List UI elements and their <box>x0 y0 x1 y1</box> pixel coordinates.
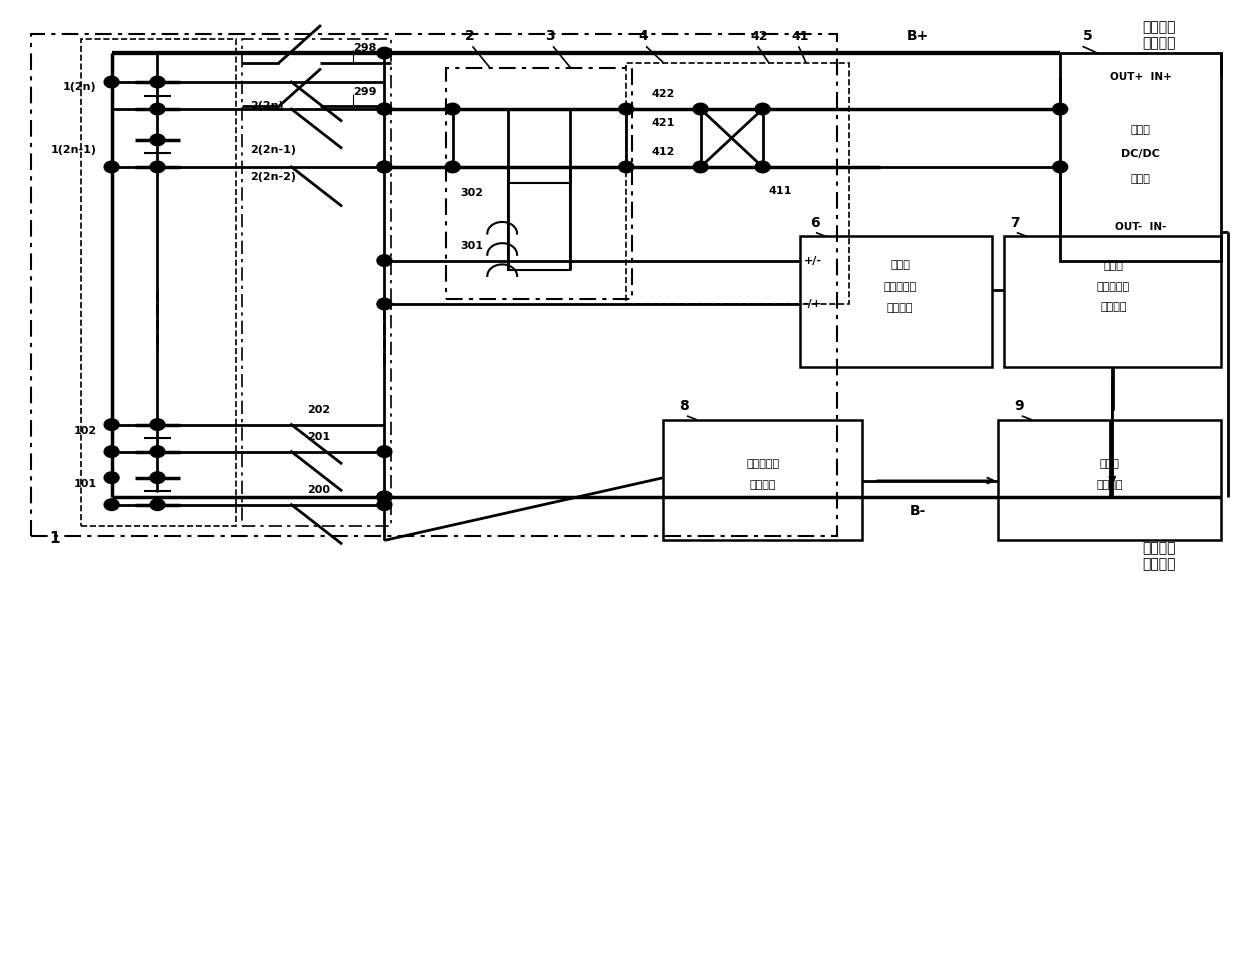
Circle shape <box>150 76 165 88</box>
Text: 8: 8 <box>680 399 689 413</box>
Text: 2(2n-2): 2(2n-2) <box>250 172 296 181</box>
Bar <box>1004 236 1221 367</box>
Circle shape <box>150 499 165 510</box>
Circle shape <box>104 472 119 483</box>
Circle shape <box>619 103 634 115</box>
Text: 1(2n-1): 1(2n-1) <box>51 145 97 154</box>
Circle shape <box>104 161 119 173</box>
Text: 9: 9 <box>1014 399 1024 413</box>
Text: OUT-  IN-: OUT- IN- <box>1115 222 1167 232</box>
Bar <box>626 63 849 304</box>
Text: 正输出端: 正输出端 <box>1142 37 1177 50</box>
Text: 控制单元: 控制单元 <box>1100 302 1127 312</box>
Text: 101: 101 <box>73 480 97 489</box>
Circle shape <box>377 446 392 457</box>
Text: 201: 201 <box>308 432 331 442</box>
Text: OUT+  IN+: OUT+ IN+ <box>1110 72 1172 82</box>
Text: -/+: -/+ <box>804 299 822 309</box>
Bar <box>31 34 837 536</box>
Text: +/-: +/- <box>804 256 822 265</box>
Circle shape <box>377 499 392 510</box>
Text: 检测回路: 检测回路 <box>749 481 776 490</box>
Circle shape <box>150 134 165 146</box>
Circle shape <box>377 47 392 59</box>
Circle shape <box>445 161 460 173</box>
Circle shape <box>150 161 165 173</box>
Circle shape <box>150 446 165 457</box>
Circle shape <box>619 161 634 173</box>
Text: 6: 6 <box>810 215 820 230</box>
Bar <box>446 68 632 299</box>
Text: 双极性: 双极性 <box>890 261 910 270</box>
Text: 299: 299 <box>353 87 377 96</box>
Bar <box>242 39 391 526</box>
Circle shape <box>377 161 392 173</box>
Text: DC/DC: DC/DC <box>1121 150 1161 159</box>
Circle shape <box>693 103 708 115</box>
Circle shape <box>377 491 392 503</box>
Text: B+: B+ <box>906 29 929 43</box>
Text: 2(2n): 2(2n) <box>250 101 284 111</box>
Text: 单片机: 单片机 <box>1104 262 1123 271</box>
Bar <box>998 420 1221 540</box>
Text: 3: 3 <box>546 29 556 43</box>
Circle shape <box>1053 161 1068 173</box>
Text: 421: 421 <box>651 119 675 128</box>
Text: 42: 42 <box>750 31 768 43</box>
Text: 隔离型: 隔离型 <box>1131 125 1151 135</box>
Circle shape <box>377 103 392 115</box>
Text: 5: 5 <box>1083 29 1092 43</box>
Circle shape <box>150 103 165 115</box>
Text: 变换器: 变换器 <box>1131 174 1151 183</box>
Text: B-: B- <box>909 504 926 518</box>
Text: 2(2n-1): 2(2n-1) <box>250 145 296 154</box>
Text: 2: 2 <box>465 29 475 43</box>
Text: 1: 1 <box>50 531 60 546</box>
Text: 412: 412 <box>651 148 675 157</box>
Text: 开关电路: 开关电路 <box>1096 481 1123 490</box>
Text: 大功率: 大功率 <box>1100 459 1120 469</box>
Text: 7: 7 <box>1011 215 1021 230</box>
Bar <box>1060 53 1221 261</box>
Circle shape <box>104 76 119 88</box>
Text: 负输出端: 负输出端 <box>1142 558 1177 571</box>
Text: 298: 298 <box>353 43 377 53</box>
Text: 数据采集和: 数据采集和 <box>1097 282 1130 291</box>
Text: 102: 102 <box>73 427 97 436</box>
Text: 202: 202 <box>308 405 331 415</box>
Text: 301: 301 <box>460 241 484 251</box>
Circle shape <box>377 103 392 115</box>
Circle shape <box>377 298 392 310</box>
Circle shape <box>445 103 460 115</box>
Circle shape <box>755 103 770 115</box>
Circle shape <box>150 472 165 483</box>
Circle shape <box>104 419 119 430</box>
Text: 蓄电池组: 蓄电池组 <box>1142 20 1177 34</box>
Text: 蓄电池组: 蓄电池组 <box>1142 541 1177 555</box>
Circle shape <box>377 161 392 173</box>
Text: 1(2n): 1(2n) <box>63 82 97 92</box>
Text: 411: 411 <box>769 186 792 196</box>
Text: 41: 41 <box>791 31 808 43</box>
Text: 200: 200 <box>308 485 331 495</box>
Bar <box>508 183 570 270</box>
Circle shape <box>755 161 770 173</box>
Circle shape <box>104 499 119 510</box>
Text: 充放电电流: 充放电电流 <box>746 459 779 469</box>
Text: 4: 4 <box>639 29 649 43</box>
Bar <box>663 420 862 540</box>
Circle shape <box>377 491 392 503</box>
Text: 422: 422 <box>651 90 675 99</box>
Circle shape <box>1053 103 1068 115</box>
Text: 302: 302 <box>460 188 484 198</box>
Circle shape <box>150 419 165 430</box>
Circle shape <box>377 255 392 266</box>
Text: 测量电路: 测量电路 <box>887 303 914 313</box>
Circle shape <box>104 446 119 457</box>
Bar <box>81 39 236 526</box>
Bar <box>800 236 992 367</box>
Circle shape <box>693 161 708 173</box>
Text: 差分式电压: 差分式电压 <box>884 282 916 291</box>
